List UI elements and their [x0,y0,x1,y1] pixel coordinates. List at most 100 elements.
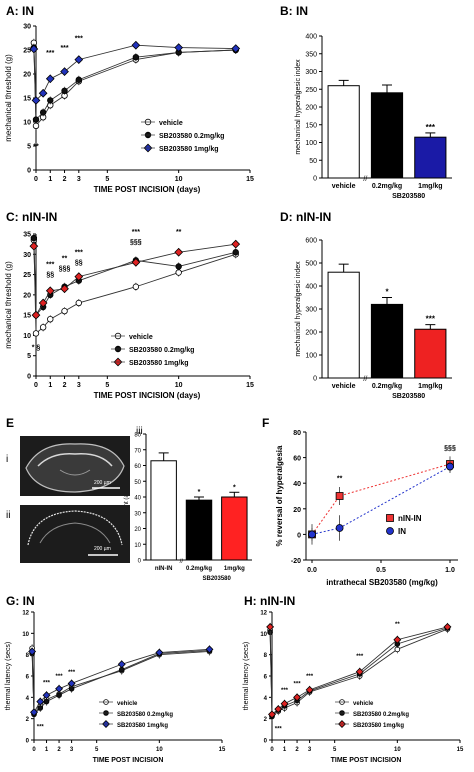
significance-marker: ** [176,229,182,236]
data-point [308,530,316,539]
data-point [335,492,344,500]
significance-marker: *** [43,681,51,687]
data-point [43,698,50,705]
data-point [175,269,182,276]
panel-a-label: A: IN [6,4,34,18]
y-axis-label: mechanical hyperalgesic index [295,261,302,357]
y-tick-label: 400 [305,284,317,291]
legend-label: vehicle [129,334,153,341]
y-tick-label: -20 [291,558,301,565]
x-tick-label: 0 [34,382,38,389]
data-point [231,44,241,53]
y-tick-label: 60 [134,464,141,470]
y-tick-label: 0 [27,168,31,175]
significance-marker: *** [56,674,64,680]
legend-label: vehicle [159,120,183,127]
y-tick-label: 8 [26,653,30,659]
data-point [55,684,64,693]
data-point [31,310,41,320]
x-tick-label: 0.5 [376,567,386,574]
y-tick-label: 50 [309,158,317,165]
y-tick-label: 25 [23,48,31,55]
data-point [155,648,164,657]
legend-label: SB203580 1mg/kg [117,723,168,729]
data-point [37,705,44,711]
bar [370,303,404,379]
category-label: 1mg/kg [418,183,443,190]
x-tick-label: 15 [457,747,464,753]
data-point [266,622,275,631]
significance-marker: ** [395,622,400,628]
e-sub-ii-label: ii [6,510,11,521]
y-tick-label: 0 [27,374,31,381]
y-tick-label: 10 [23,333,31,340]
y-tick-label: 20 [293,507,301,514]
data-point [205,645,214,654]
legend-label: SB203580 0.2mg/kg [117,712,173,718]
significance-marker: ** [337,476,343,483]
y-tick-label: 5 [27,144,31,151]
x-tick-label: 15 [219,747,226,753]
data-point [47,315,54,323]
data-point [29,44,39,54]
category-label: 0.2mg/kg [186,566,212,572]
data-point [75,76,82,83]
bar [185,499,213,561]
data-point [231,239,241,249]
category-label: nIN-IN [155,566,173,572]
data-point [232,249,239,256]
data-point [60,67,69,76]
panel-c-label: C: nIN-IN [6,210,58,224]
data-point [36,697,45,706]
significance-marker: *** [294,682,302,688]
category-label: 0.2mg/kg [372,383,402,390]
y-tick-label: 0 [26,739,30,745]
y-tick-label: 80 [134,433,141,439]
significance-marker: *** [46,261,54,268]
y-tick-label: 15 [23,313,31,320]
y-tick-label: 10 [23,120,31,127]
significance-marker: *** [37,724,45,730]
y-tick-label: 25 [23,272,31,279]
y-tick-label: 400 [305,34,317,41]
y-tick-label: 40 [293,481,301,488]
data-point [74,272,84,281]
category-label: vehicle [332,183,356,190]
legend-label: IN [398,527,406,536]
bar [221,496,248,561]
data-point [38,88,48,98]
bar [414,328,447,379]
data-point [393,635,402,644]
y-tick-label: 0 [264,739,268,745]
panel-h-label: H: nIN-IN [244,594,296,608]
y-tick-label: 20 [23,72,31,79]
x-tick-label: 2 [63,382,67,389]
data-point [32,330,40,337]
y-tick-label: 4 [264,696,268,702]
x-tick-label: 2 [295,747,299,753]
x-tick-label: 1 [283,747,287,753]
y-tick-label: 350 [305,51,317,58]
significance-marker: *** [426,315,436,324]
data-point [29,241,39,251]
x-tick-label: 1 [48,176,52,183]
x-tick-label: 10 [175,382,183,389]
x-tick-label: 1 [45,747,49,753]
legend-label: SB203580 1mg/kg [353,723,404,729]
x-axis-label: SB203580 [202,576,231,582]
y-tick-label: 5 [27,353,31,360]
y-tick-label: 500 [305,261,317,268]
data-point [61,307,68,315]
y-tick-label: 0 [313,176,317,183]
y-tick-label: 30 [23,24,31,31]
series-line [33,238,236,317]
data-point [30,234,38,242]
y-tick-label: 2 [264,717,268,723]
data-point [61,87,68,94]
x-tick-label: 10 [156,747,163,753]
y-axis-label: thermal latency (secs) [243,642,250,710]
significance-marker: *** [281,688,289,694]
y-tick-label: 60 [293,456,301,463]
